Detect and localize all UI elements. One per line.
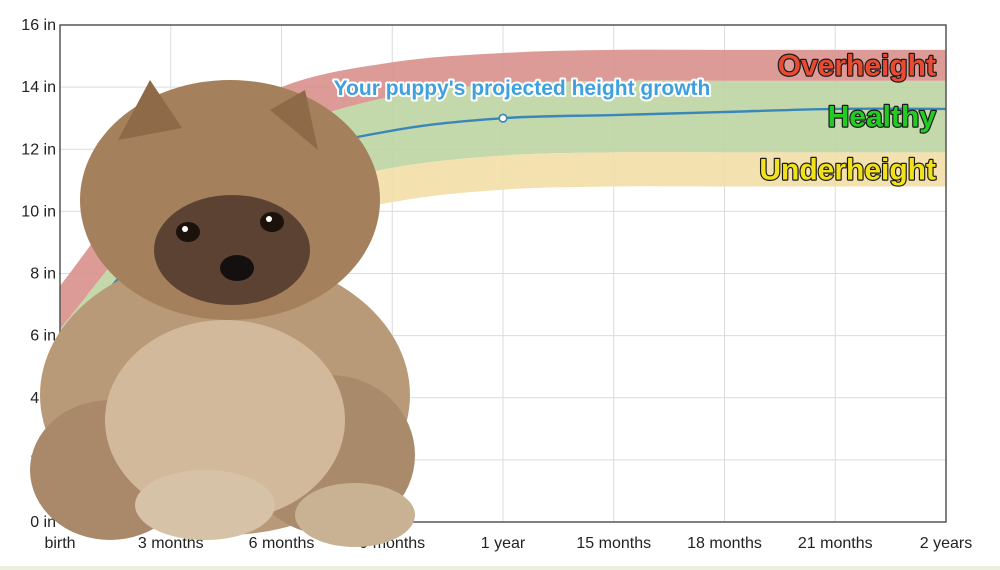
x-tick-label: 15 months — [576, 535, 651, 552]
puppy-left-paw — [135, 470, 275, 540]
plot-frame — [59, 24, 947, 523]
x-tick-label: birth — [44, 535, 75, 552]
puppy-right-eye-shine — [266, 216, 272, 222]
band-labels: Overheight Healthy Underheight — [758, 48, 937, 187]
band-label-healthy: Healthy — [828, 101, 937, 134]
y-tick-label: 0 in — [30, 514, 56, 531]
band-label-overheight: Overheight — [778, 49, 936, 82]
puppy-right-paw — [295, 483, 415, 547]
bottom-strip — [0, 566, 1000, 570]
x-tick-label: 3 months — [138, 535, 204, 552]
x-tick-label: 6 months — [249, 535, 315, 552]
puppy-left-ear — [118, 80, 182, 140]
y-tick-label: 14 in — [21, 79, 56, 96]
puppy-left-eye-shine — [182, 226, 188, 232]
y-tick-label: 6 in — [30, 328, 56, 345]
puppy-right-ear — [270, 90, 318, 150]
puppy-muzzle — [154, 195, 310, 305]
projected-height-marker — [498, 113, 508, 123]
x-tick-label: 1 year — [481, 535, 526, 552]
puppy-chest — [105, 320, 345, 520]
y-tick-label: 16 in — [21, 17, 56, 34]
x-tick-label: 2 years — [920, 535, 972, 552]
x-axis-ticks: birth 3 months 6 months 9 months 1 year 15 mo… — [44, 535, 972, 552]
puppy-nose — [220, 255, 254, 281]
projected-growth-annotation: Your puppy's projected height growth — [334, 77, 711, 100]
y-tick-label: 8 in — [30, 266, 56, 283]
puppy-right-eye — [260, 212, 284, 232]
x-tick-label: 18 months — [687, 535, 762, 552]
x-tick-label: 21 months — [798, 535, 873, 552]
y-tick-label: 12 in — [21, 141, 56, 158]
band-label-underheight: Underheight — [759, 153, 936, 186]
puppy-left-eye — [176, 222, 200, 242]
puppy-image — [30, 80, 415, 547]
y-tick-label: 10 in — [21, 203, 56, 220]
